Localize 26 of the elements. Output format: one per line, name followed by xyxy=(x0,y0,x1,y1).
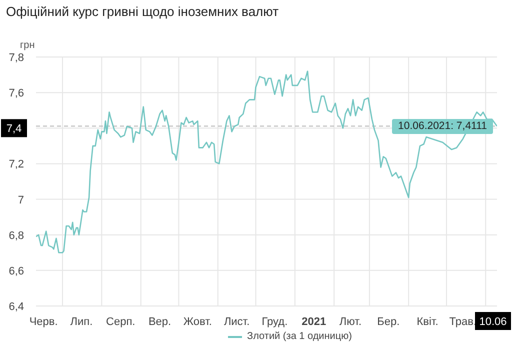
line-series xyxy=(36,70,497,254)
y-tick-label: 7 xyxy=(18,194,24,206)
x-tick-label: Жовт. xyxy=(183,316,212,328)
x-tick-label: Груд. xyxy=(262,316,288,328)
chart-title: Офіційний курс гривні щодо іноземних валют xyxy=(6,4,279,19)
y-tick-label: 7,2 xyxy=(8,158,24,171)
x-tick-label: 10.06 xyxy=(479,316,507,328)
y-tick-label: 6,4 xyxy=(8,301,24,313)
annotation: 10.06.2021: 7,4111 xyxy=(392,119,493,134)
x-tick-label: Черв. xyxy=(29,316,58,328)
x-tick-label: Квіт. xyxy=(416,316,438,328)
y-tick-label: 7,6 xyxy=(8,88,24,100)
y-tick-label: 6,8 xyxy=(8,230,24,242)
y-tick-label: 7,4 xyxy=(6,123,22,136)
y-axis-title: грн xyxy=(20,40,35,51)
y-tick-label: 7,8 xyxy=(8,52,24,64)
x-tick-label: Лют. xyxy=(339,316,362,328)
x-tick-label: Бер. xyxy=(377,316,400,328)
x-tick-label: Лист. xyxy=(224,316,250,328)
x-tick-label: Лип. xyxy=(70,316,93,328)
legend-label: Злотий (за 1 одиницю) xyxy=(246,331,352,342)
x-tick-label: Серп. xyxy=(106,316,136,328)
y-tick-label: 6,6 xyxy=(8,265,24,278)
x-tick-label: Вер. xyxy=(148,316,172,328)
x-tick-label: 2021 xyxy=(302,316,326,328)
x-tick-label: Трав. xyxy=(449,316,477,328)
